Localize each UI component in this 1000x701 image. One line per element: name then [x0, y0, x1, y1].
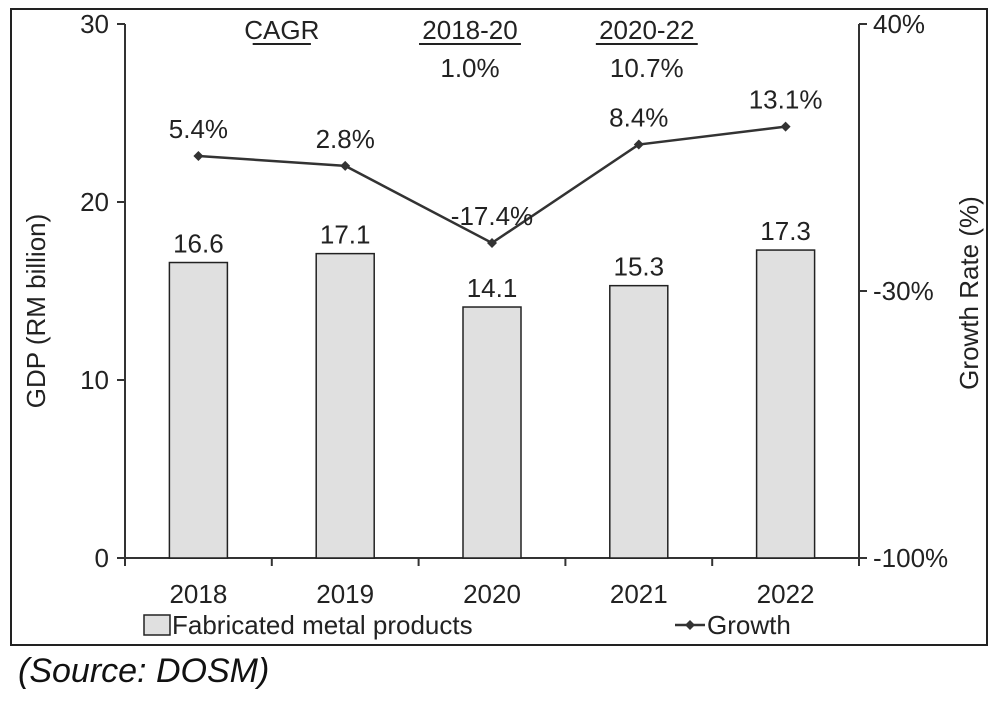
x-tick-label: 2022: [757, 579, 815, 609]
growth-value-label: 5.4%: [169, 114, 228, 144]
bar-value-label: 16.6: [173, 229, 224, 259]
growth-value-label: 13.1%: [749, 85, 823, 115]
cagr-label: CAGR: [244, 15, 319, 45]
bar-value-label: 17.1: [320, 220, 371, 250]
bar: [168, 261, 229, 559]
chart-frame: 0 10 20 30 -100% -30% 40% 16.6 17.1 14.1 15.3 17.3 2…: [10, 8, 988, 646]
cagr-period-label: 2020-22: [599, 15, 694, 45]
source-note: (Source: DOSM): [18, 652, 270, 690]
growth-value-label: 2.8%: [316, 124, 375, 154]
cagr-period-label: 2018-20: [422, 15, 517, 45]
legend-line-label: Growth: [707, 610, 791, 640]
bar-value-label: 15.3: [613, 252, 664, 282]
bar: [755, 249, 816, 559]
bar: [609, 284, 669, 559]
y-tick-label-right: -30%: [873, 276, 934, 306]
growth-marker: [633, 139, 644, 150]
x-tick-label: 2021: [610, 579, 668, 609]
y-tick-label-right: 40%: [873, 10, 925, 39]
y-tick-label-left: 0: [95, 543, 109, 573]
y-tick-label-left: 10: [80, 365, 109, 395]
bar: [462, 306, 522, 559]
y-tick-label-left: 30: [80, 10, 109, 39]
bar: [315, 252, 375, 559]
legend-bar-label: Fabricated metal products: [172, 610, 473, 640]
growth-marker: [340, 160, 351, 171]
x-tick-label: 2018: [169, 579, 227, 609]
growth-marker: [487, 237, 497, 248]
growth-value-label: -17.4%: [451, 201, 533, 231]
y2-axis-title: Growth Rate (%): [954, 196, 984, 390]
y-axis-title: GDP (RM billion): [21, 214, 51, 409]
bar-value-label: 17.3: [760, 216, 811, 246]
bar-value-label: 14.1: [467, 273, 518, 303]
chart-svg: 0 10 20 30 -100% -30% 40% 16.6 17.1 14.1 15.3 17.3 2…: [21, 10, 984, 640]
x-tick-label: 2019: [316, 579, 374, 609]
cagr-value-label: 10.7%: [610, 53, 684, 83]
x-tick-label: 2020: [463, 579, 521, 609]
y-tick-label-left: 20: [80, 187, 109, 217]
growth-value-label: 8.4%: [609, 103, 668, 133]
y-tick-label-right: -100%: [873, 543, 948, 573]
growth-marker: [193, 150, 204, 161]
legend-bar-swatch: [143, 614, 171, 636]
cagr-value-label: 1.0%: [440, 53, 499, 83]
growth-marker: [780, 121, 791, 132]
legend-line-marker: [685, 620, 695, 630]
